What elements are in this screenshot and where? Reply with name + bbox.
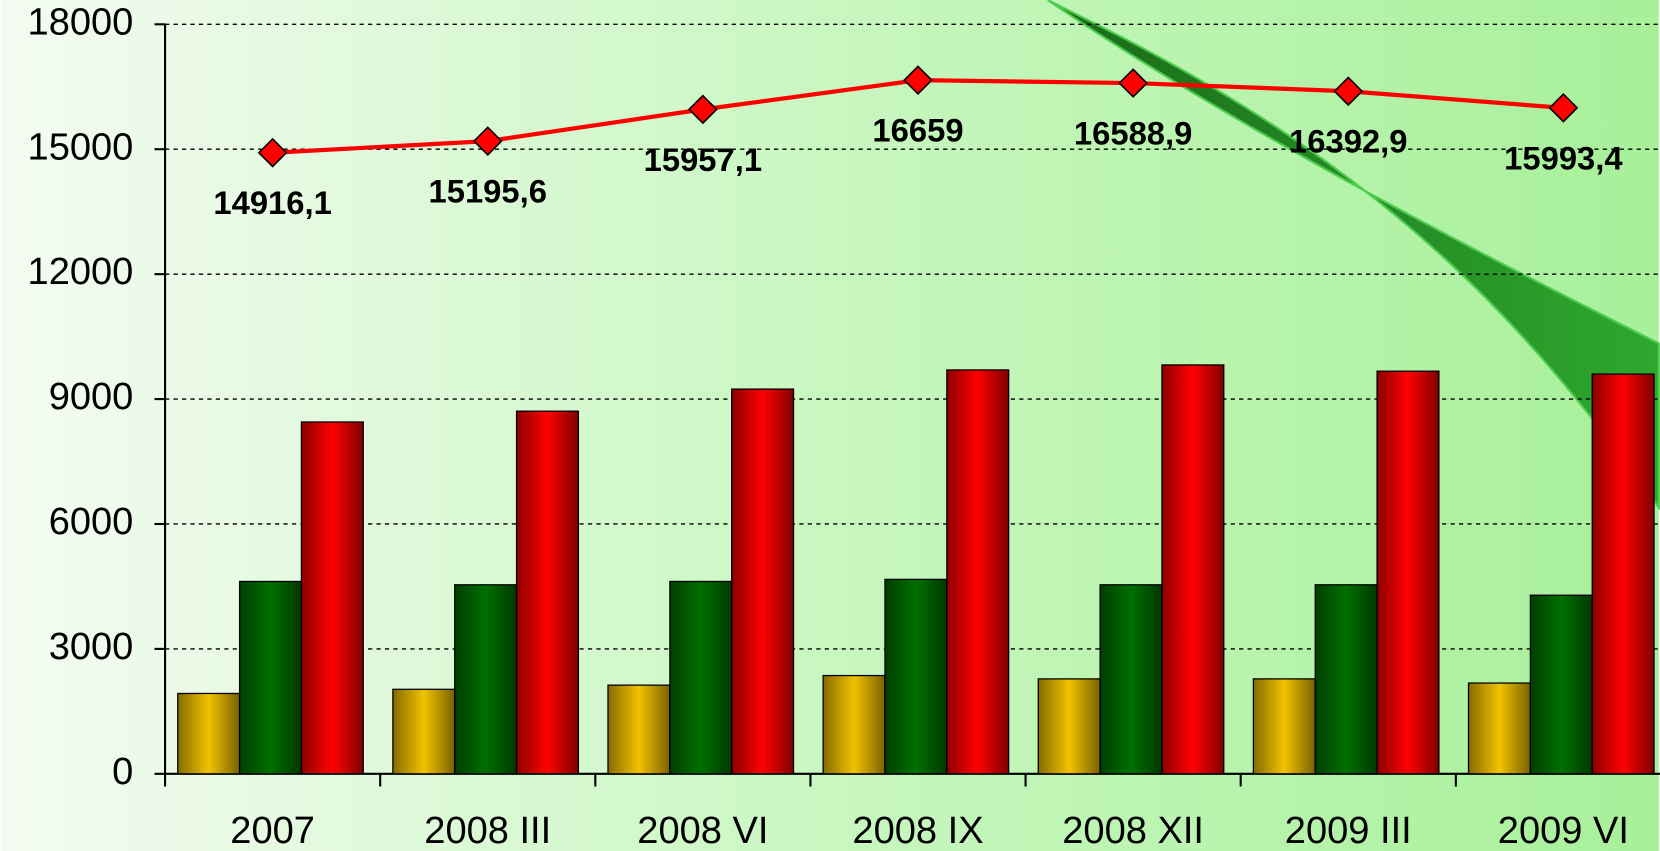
chart: 0 3000 6000 9000 12000 15000 18000 2007 2008 III… bbox=[0, 0, 1660, 851]
bar bbox=[670, 581, 732, 773]
bar bbox=[823, 676, 885, 774]
value-label: 16659 bbox=[872, 112, 963, 149]
x-tick-label: 2007 bbox=[230, 810, 315, 851]
bar bbox=[240, 581, 302, 773]
y-tick-label: 15000 bbox=[28, 126, 134, 168]
value-label: 16588,9 bbox=[1074, 115, 1192, 152]
bar bbox=[393, 689, 455, 774]
bar bbox=[1377, 371, 1439, 774]
bar bbox=[947, 370, 1009, 774]
x-tick-label: 2008 IX bbox=[852, 810, 983, 851]
bar bbox=[178, 693, 240, 773]
x-tick-label: 2008 III bbox=[424, 810, 551, 851]
value-label: 14916,1 bbox=[213, 184, 331, 221]
bar bbox=[608, 685, 670, 774]
y-tick-label: 18000 bbox=[28, 1, 134, 43]
bar bbox=[1592, 374, 1654, 774]
value-label: 15195,6 bbox=[429, 173, 547, 210]
bar bbox=[732, 389, 794, 774]
value-label: 15993,4 bbox=[1504, 139, 1623, 176]
value-label: 15957,1 bbox=[644, 141, 762, 178]
x-tick-label: 2009 III bbox=[1285, 810, 1412, 851]
bar bbox=[1253, 679, 1315, 774]
bar bbox=[885, 579, 947, 773]
bar bbox=[1469, 683, 1531, 774]
x-tick-label: 2009 VI bbox=[1498, 810, 1629, 851]
bar bbox=[1315, 585, 1377, 774]
value-label: 16392,9 bbox=[1289, 123, 1407, 160]
y-tick-label: 0 bbox=[112, 751, 133, 793]
y-tick-label: 12000 bbox=[28, 251, 134, 293]
y-tick-label: 6000 bbox=[49, 501, 134, 543]
bar bbox=[1100, 585, 1162, 774]
bar bbox=[301, 422, 363, 774]
page: {"chart_data": {"type": "bar-line", "cat… bbox=[0, 0, 1660, 851]
bar bbox=[517, 411, 579, 774]
bar bbox=[1162, 365, 1224, 774]
bar bbox=[455, 585, 517, 774]
y-tick-label: 3000 bbox=[49, 626, 134, 668]
y-tick-label: 9000 bbox=[49, 376, 134, 418]
x-tick-label: 2008 XII bbox=[1062, 810, 1204, 851]
bar bbox=[1530, 595, 1592, 774]
bar bbox=[1038, 679, 1100, 774]
x-tick-label: 2008 VI bbox=[637, 810, 768, 851]
